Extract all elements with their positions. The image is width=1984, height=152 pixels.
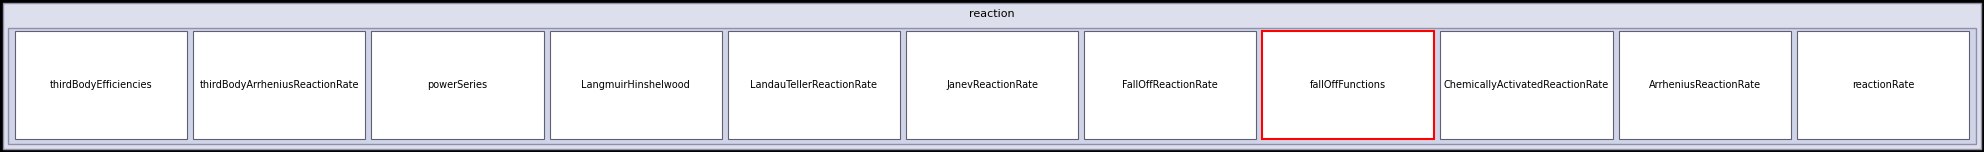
- Text: ChemicallyActivatedReactionRate: ChemicallyActivatedReactionRate: [1444, 80, 1609, 90]
- FancyBboxPatch shape: [4, 3, 1980, 149]
- FancyBboxPatch shape: [1619, 31, 1792, 139]
- FancyBboxPatch shape: [550, 31, 722, 139]
- FancyBboxPatch shape: [16, 31, 186, 139]
- Text: reactionRate: reactionRate: [1851, 80, 1915, 90]
- Text: thirdBodyEfficiencies: thirdBodyEfficiencies: [50, 80, 153, 90]
- FancyBboxPatch shape: [8, 28, 1976, 144]
- Text: ArrheniusReactionRate: ArrheniusReactionRate: [1649, 80, 1760, 90]
- Text: reaction: reaction: [970, 9, 1014, 19]
- Text: fallOffFunctions: fallOffFunctions: [1309, 80, 1387, 90]
- FancyBboxPatch shape: [192, 31, 365, 139]
- Text: thirdBodyArrheniusReactionRate: thirdBodyArrheniusReactionRate: [200, 80, 359, 90]
- FancyBboxPatch shape: [371, 31, 544, 139]
- Text: LangmuirHinshelwood: LangmuirHinshelwood: [581, 80, 690, 90]
- FancyBboxPatch shape: [1440, 31, 1613, 139]
- Text: FallOffReactionRate: FallOffReactionRate: [1123, 80, 1218, 90]
- Text: powerSeries: powerSeries: [427, 80, 488, 90]
- FancyBboxPatch shape: [1798, 31, 1968, 139]
- Text: JanevReactionRate: JanevReactionRate: [946, 80, 1038, 90]
- FancyBboxPatch shape: [1083, 31, 1256, 139]
- FancyBboxPatch shape: [1262, 31, 1434, 139]
- FancyBboxPatch shape: [728, 31, 901, 139]
- Text: LandauTellerReactionRate: LandauTellerReactionRate: [750, 80, 877, 90]
- FancyBboxPatch shape: [907, 31, 1077, 139]
